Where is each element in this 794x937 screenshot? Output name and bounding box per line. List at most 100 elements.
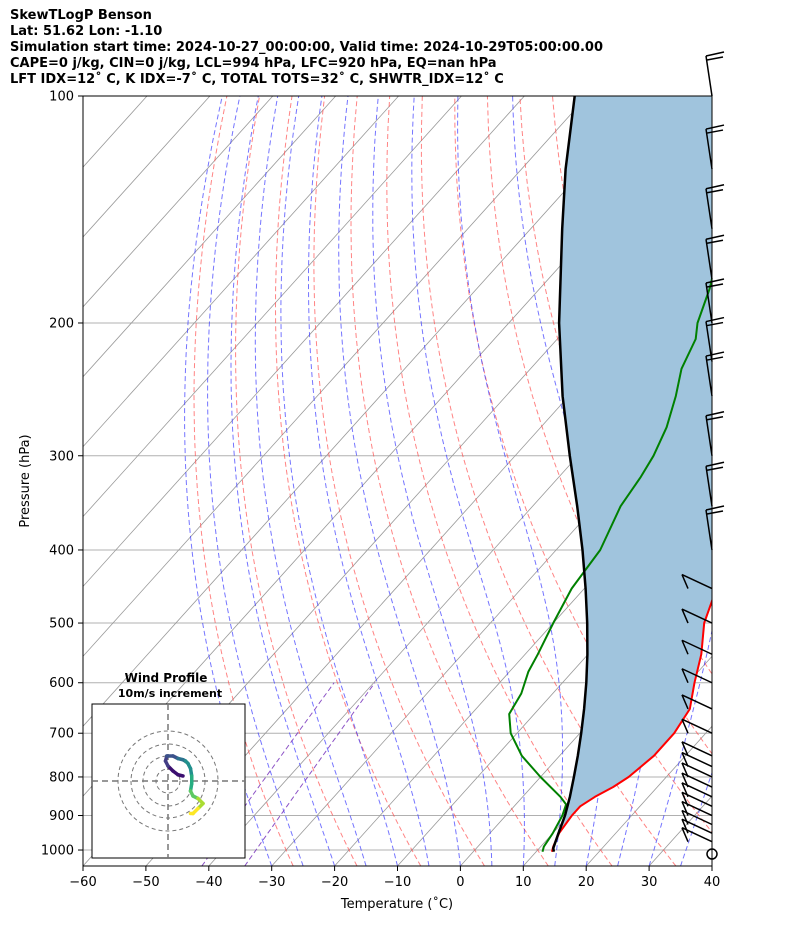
x-tick-label: −50	[132, 875, 159, 890]
dry-adiabat	[748, 96, 794, 866]
barb-shaft	[681, 741, 713, 757]
dry-adiabat	[274, 96, 422, 866]
wind-barb	[681, 694, 713, 710]
mixing-ratio-line	[201, 682, 335, 866]
x-axis-label-degree: ˚	[432, 896, 439, 912]
barb-flag	[681, 782, 689, 798]
barb-flag	[705, 316, 725, 323]
barb-flag	[705, 51, 725, 57]
barb-shaft	[705, 321, 713, 362]
y-tick-label: 300	[49, 449, 74, 464]
isotherm-gridline	[83, 96, 274, 308]
time-line: Simulation start time: 2024-10-27_00:00:…	[10, 40, 603, 55]
cape-shading	[553, 96, 712, 847]
dry-adiabat	[780, 96, 794, 866]
isotherm-gridline	[83, 96, 588, 657]
isotherm-gridline	[83, 96, 211, 238]
wind-barb	[705, 505, 725, 551]
moist-adiabat	[680, 771, 712, 866]
x-tick-label: −20	[321, 875, 348, 890]
barb-flag	[705, 234, 725, 240]
parcel-path-line	[552, 96, 589, 852]
moist-adiabat	[338, 96, 461, 866]
moist-adiabat	[207, 96, 304, 866]
barb-shaft	[705, 466, 713, 507]
dry-adiabat	[235, 96, 358, 866]
barb-flag	[681, 792, 689, 807]
x-tick-label: 0	[456, 875, 464, 890]
y-tick-label: 800	[49, 770, 74, 785]
isotherm-gridline	[271, 376, 712, 866]
wind-barb	[706, 848, 718, 860]
barb-flag	[705, 184, 725, 190]
barb-flag	[681, 772, 689, 788]
temperature-line	[550, 597, 712, 852]
moist-adiabat	[372, 96, 493, 866]
barb-shaft	[705, 355, 713, 397]
wind-barb	[705, 461, 725, 507]
barb-flag	[681, 752, 689, 767]
y-tick-label: 400	[49, 543, 74, 558]
mixing-ratio-line	[244, 682, 376, 866]
barb-flag	[705, 505, 725, 511]
barb-flag	[681, 810, 689, 825]
barb-flag	[706, 321, 724, 327]
wind-barb	[681, 741, 713, 757]
x-tick-label: 10	[515, 875, 532, 890]
barb-shaft	[681, 608, 713, 624]
y-tick-label: 600	[49, 676, 74, 691]
barb-flag	[681, 574, 689, 589]
isotherm-gridline	[208, 306, 712, 866]
wind-barb	[705, 234, 725, 280]
wind-barb	[681, 573, 713, 590]
stability-line: LFT IDX=12˚ C, K IDX=-7˚ C, TOTAL TOTS=3…	[10, 72, 504, 87]
barb-flag	[706, 283, 724, 288]
wind-barbs	[681, 51, 725, 860]
barb-flag	[705, 124, 725, 130]
wind-barb	[705, 124, 725, 170]
moist-adiabat	[230, 96, 336, 866]
moist-adiabat	[512, 96, 609, 866]
barb-shaft	[681, 694, 713, 710]
data-layer	[508, 96, 712, 852]
inset-subtitle: 10m/s increment	[118, 687, 222, 700]
wind-barb	[681, 639, 713, 655]
barb-shaft	[705, 282, 713, 324]
y-axis-label: Pressure (hPa)	[18, 434, 33, 527]
y-tick-label: 200	[49, 316, 74, 331]
barb-flag	[681, 668, 689, 684]
wind-barb	[681, 668, 713, 684]
isotherm-gridline	[83, 96, 399, 448]
x-tick-label: −40	[195, 875, 222, 890]
moist-adiabat	[254, 96, 367, 866]
moist-adiabat	[308, 96, 430, 866]
wind-barb	[681, 608, 713, 624]
barb-shaft	[705, 188, 713, 229]
moist-adiabat	[457, 96, 564, 866]
y-tick-label: 100	[49, 90, 74, 105]
x-tick-label: 20	[578, 875, 595, 890]
moist-adiabat	[184, 96, 273, 866]
barb-flag	[681, 718, 689, 734]
indices-line: CAPE=0 j/kg, CIN=0 j/kg, LCL=994 hPa, LF…	[10, 56, 497, 71]
barb-flag	[706, 466, 724, 471]
y-tick-label: 900	[49, 809, 74, 824]
barb-flag	[706, 129, 724, 134]
wind-barb	[681, 751, 713, 768]
barb-shaft	[681, 639, 713, 655]
dry-adiabat	[313, 96, 485, 866]
wind-barb	[705, 411, 725, 456]
hodograph	[92, 704, 245, 858]
axis-layer: −60 −50 −40 −30 −20 −10 0 10 20 30 40 100 200 300 400 5…	[41, 90, 720, 891]
isotherm-gridline	[460, 585, 712, 866]
barb-shaft	[705, 509, 713, 551]
inset-title: Wind Profile	[125, 671, 208, 685]
barb-shaft	[705, 55, 713, 97]
barb-flag	[705, 278, 725, 284]
barb-flag	[706, 239, 724, 244]
isotherm-gridline	[83, 96, 336, 378]
barb-shaft	[705, 128, 713, 170]
wind-barb	[705, 316, 725, 362]
barb-flag	[705, 351, 725, 357]
barb-flag	[705, 461, 725, 467]
